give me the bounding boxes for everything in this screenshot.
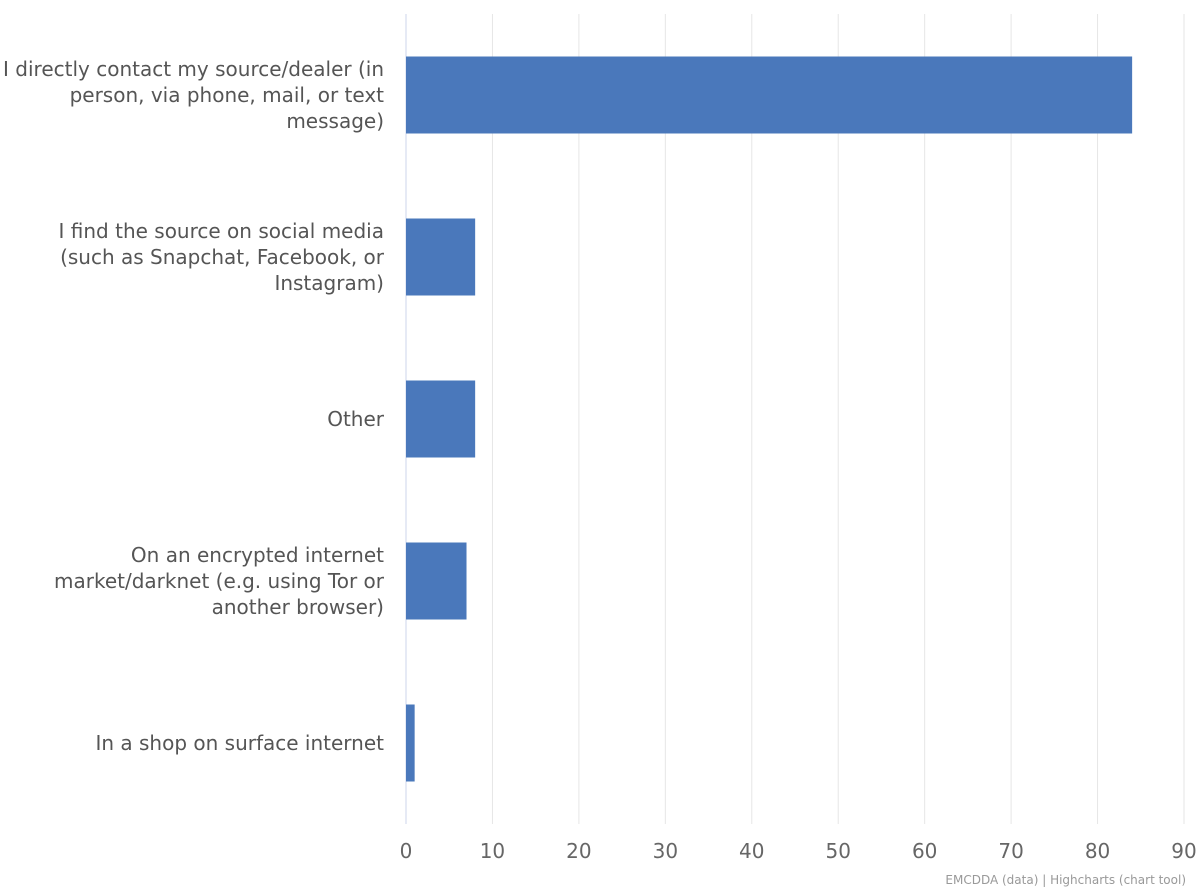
bar[interactable]: [406, 56, 1133, 134]
x-tick-label: 10: [480, 839, 505, 863]
category-label: Other: [327, 407, 384, 431]
bar[interactable]: [406, 218, 476, 296]
x-tick-label: 40: [739, 839, 764, 863]
x-axis-ticks: 0 10 20 30 40 50 60 70 80 90: [400, 839, 1197, 863]
x-tick-label: 70: [998, 839, 1023, 863]
category-label: In a shop on surface internet: [95, 731, 384, 755]
bar[interactable]: [406, 704, 415, 782]
x-tick-label: 0: [400, 839, 413, 863]
x-tick-label: 30: [653, 839, 678, 863]
x-tick-label: 90: [1171, 839, 1196, 863]
x-tick-label: 60: [912, 839, 937, 863]
x-tick-label: 80: [1085, 839, 1110, 863]
category-label: On an encrypted internet market/darknet …: [54, 543, 384, 619]
x-tick-label: 20: [566, 839, 591, 863]
category-label: I find the source on social media (such …: [58, 219, 384, 295]
bar[interactable]: [406, 542, 467, 620]
bar[interactable]: [406, 380, 476, 458]
category-label: I directly contact my source/dealer (in …: [3, 57, 384, 133]
bar-series: [406, 56, 1133, 782]
x-tick-label: 50: [825, 839, 850, 863]
credits-text: EMCDDA (data) | Highcharts (chart tool): [945, 873, 1186, 887]
grid-lines: [405, 14, 1185, 824]
